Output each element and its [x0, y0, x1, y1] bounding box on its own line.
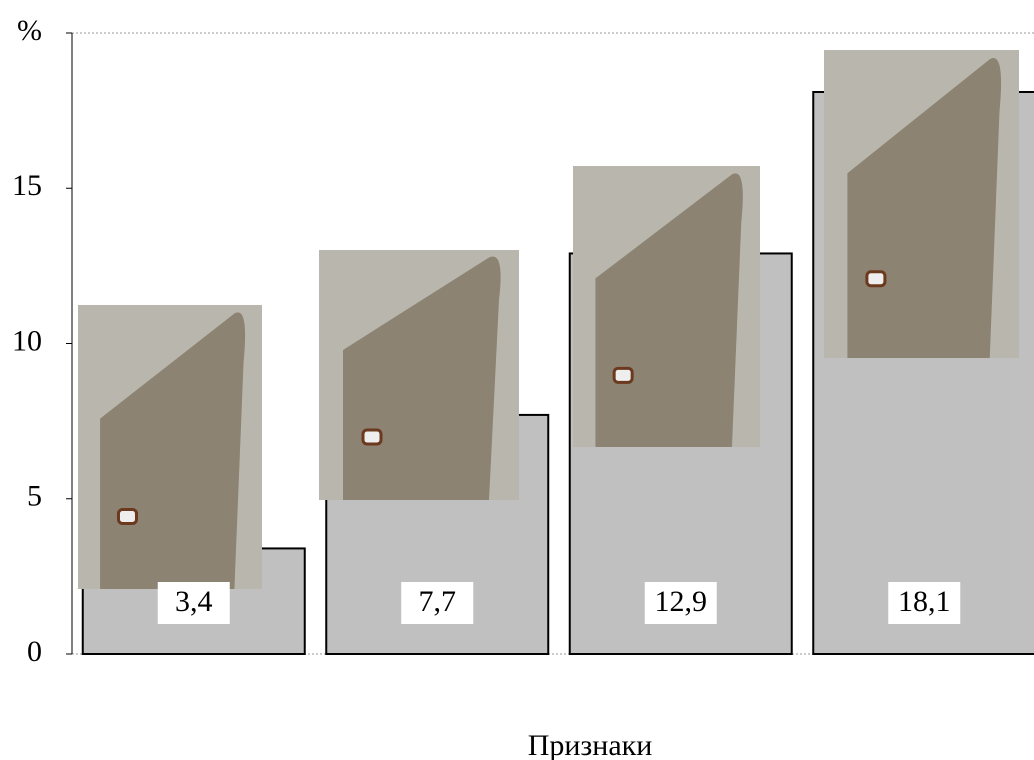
- y-tick-label: 5: [27, 480, 42, 513]
- value-label-box: [157, 582, 230, 624]
- y-tick-label: 10: [12, 324, 42, 357]
- blade-hole: [361, 428, 383, 446]
- y-tick-label: %: [17, 14, 42, 47]
- value-label-box: [888, 582, 961, 624]
- value-label: 18,1: [898, 585, 951, 618]
- blade-photo: [78, 305, 262, 589]
- value-label: 12,9: [655, 585, 708, 618]
- blade-photo: [573, 166, 760, 447]
- blade-hole: [116, 507, 138, 525]
- blade-hole: [612, 366, 634, 384]
- y-tick-label: 0: [27, 635, 42, 668]
- value-label-box: [644, 582, 717, 624]
- blade-hole: [865, 270, 887, 288]
- x-axis-label: Признаки: [528, 729, 653, 760]
- value-label: 3,4: [175, 585, 213, 618]
- value-label: 7,7: [419, 585, 457, 618]
- y-tick-label: 15: [12, 169, 42, 202]
- value-label-box: [401, 582, 474, 624]
- blade-photo: [824, 50, 1019, 358]
- blade-photo: [319, 250, 519, 500]
